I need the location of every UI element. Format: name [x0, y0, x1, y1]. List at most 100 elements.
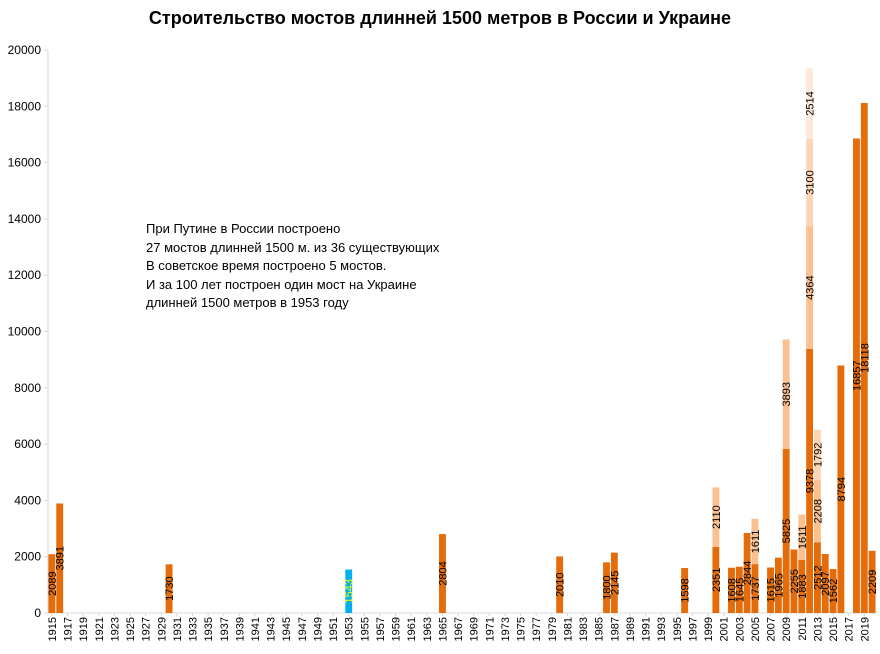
x-tick-label: 1917 [63, 617, 75, 641]
y-tick-label: 14000 [8, 212, 42, 226]
bar-segment [712, 487, 720, 547]
bar-value-label: 3100 [805, 170, 817, 194]
x-tick-label: 1977 [531, 617, 543, 641]
bar-value-label: 2110 [711, 505, 723, 529]
bar-segment [868, 550, 876, 613]
x-tick-label: 1915 [47, 617, 59, 641]
bar-value-label: 1883 [797, 574, 809, 598]
bar-value-label: 1792 [812, 443, 824, 467]
x-tick-label: 1971 [484, 617, 496, 641]
bar-value-label: 2351 [711, 568, 723, 592]
chart-title: Строительство мостов длинней 1500 метров… [148, 8, 732, 28]
bar-value-label: 2145 [609, 571, 621, 595]
bar-value-label: 2514 [805, 91, 817, 115]
y-tick-label: 4000 [14, 493, 41, 507]
bar-segment [735, 566, 743, 613]
bar-value-label: 2255 [789, 569, 801, 593]
annotation-line: И за 100 лет построен один мост на Украи… [146, 276, 417, 292]
bar-segment [798, 514, 806, 560]
x-tick-label: 2007 [766, 617, 778, 641]
bar-value-label: 1562 [828, 579, 840, 603]
x-tick-label: 1959 [391, 617, 403, 641]
annotation-line: При Путине в России построено [146, 221, 341, 236]
annotation-line: В советское время построено 5 мостов. [146, 258, 387, 273]
y-tick-label: 2000 [14, 550, 41, 564]
annotation-text-block: При Путине в России построено 27 мостов … [146, 220, 439, 313]
x-tick-label: 1969 [469, 617, 481, 641]
y-tick-label: 16000 [8, 156, 42, 170]
bar-segment [813, 480, 821, 543]
y-tick-label: 20000 [8, 43, 42, 57]
x-tick-label: 1997 [687, 617, 699, 641]
x-tick-label: 1947 [297, 617, 309, 641]
x-tick-label: 1923 [109, 617, 121, 641]
x-tick-label: 1927 [141, 617, 153, 641]
x-tick-label: 2001 [719, 617, 731, 641]
x-tick-label: 2003 [734, 617, 746, 641]
x-tick-label: 1963 [422, 617, 434, 641]
bar-value-label: 1608 [726, 578, 738, 602]
bar-value-label: 1611 [797, 525, 809, 549]
x-tick-label: 1953 [344, 617, 356, 641]
y-tick-label: 12000 [8, 268, 42, 282]
x-tick-label: 1995 [672, 617, 684, 641]
bar-segment [790, 549, 798, 613]
annotation-line: 27 мостов длинней 1500 м. из 36 существу… [146, 239, 440, 255]
x-tick-label: 1975 [516, 617, 528, 641]
bar-value-label: 8794 [836, 477, 848, 501]
x-tick-label: 1981 [562, 617, 574, 641]
bar-segment [806, 226, 814, 350]
bar-value-label: 1543 [344, 579, 356, 603]
bar-value-label: 3893 [781, 382, 793, 406]
x-tick-label: 1957 [375, 617, 387, 641]
bar-value-label: 1645 [734, 578, 746, 602]
x-tick-label: 2017 [844, 617, 856, 641]
x-tick-label: 1935 [203, 617, 215, 641]
bar-value-label: 1611 [750, 530, 762, 554]
x-tick-label: 1951 [328, 617, 340, 641]
x-tick-label: 2009 [781, 617, 793, 641]
y-tick-label: 8000 [14, 381, 41, 395]
bar-value-label: 4364 [805, 275, 817, 299]
bar-segment [821, 553, 829, 613]
bar-segment [751, 518, 759, 565]
bar-value-label: 9378 [805, 469, 817, 493]
x-tick-label: 1979 [547, 617, 559, 641]
x-tick-label: 1991 [641, 617, 653, 641]
x-tick-label: 1941 [250, 617, 262, 641]
bar-segment [798, 559, 806, 613]
x-tick-label: 1939 [234, 617, 246, 641]
bar-segment [806, 138, 814, 227]
bar-segment [712, 546, 720, 613]
bar-value-label: 18118 [859, 343, 871, 373]
x-tick-label: 1993 [656, 617, 668, 641]
bar-value-label: 1737 [750, 576, 762, 600]
bar-value-label: 1615 [766, 578, 778, 602]
bar-segment [56, 503, 64, 613]
y-tick-label: 6000 [14, 437, 41, 451]
bar-segment [853, 138, 860, 613]
x-tick-label: 1945 [281, 617, 293, 641]
bar-segment [813, 542, 821, 613]
x-tick-label: 1967 [453, 617, 465, 641]
bar-segment [603, 562, 610, 613]
bar-segment [48, 554, 56, 613]
x-tick-label: 1921 [94, 617, 106, 641]
x-tick-label: 1933 [188, 617, 200, 641]
x-tick-label: 1919 [78, 617, 90, 641]
bar-segment [345, 569, 353, 613]
x-axis-ticks: 1915 1917 1919 1921 1923 1925 1927 1929 1931 1933… [47, 613, 871, 641]
bar-value-label: 2512 [812, 565, 824, 589]
bar-value-label: 2844 [742, 561, 754, 585]
bar-segment [774, 557, 782, 613]
x-tick-label: 1931 [172, 617, 184, 641]
x-tick-label: 2013 [812, 617, 824, 641]
x-tick-label: 1985 [594, 617, 606, 641]
bar-segment [829, 569, 837, 613]
bar-value-label: 2208 [812, 499, 824, 523]
y-tick-label: 18000 [8, 99, 42, 113]
bar-segment [782, 339, 790, 450]
x-tick-label: 1961 [406, 617, 418, 641]
